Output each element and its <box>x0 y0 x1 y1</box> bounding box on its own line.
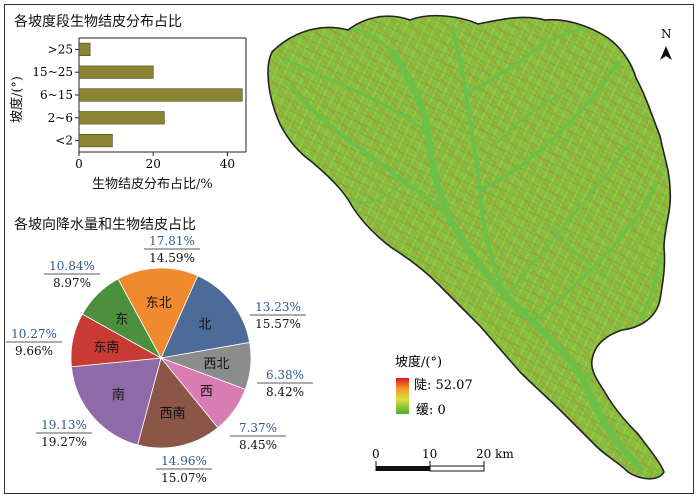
bar-category-label: <2 <box>55 134 73 148</box>
pie-slice-label: 东北 <box>146 296 172 311</box>
pie-annotation-top: 10.27% <box>11 327 57 341</box>
pie-annotation-top: 6.38% <box>266 368 304 382</box>
bar-x-tick-label: 20 <box>146 157 161 171</box>
pie-chart-title: 各坡向降水量和生物结皮占比 <box>14 217 196 233</box>
pie-slice-0 <box>160 275 251 359</box>
bar-1 <box>78 65 154 79</box>
legend-title: 坡度/(°) <box>395 354 442 370</box>
legend-low-label: 缓: 0 <box>416 403 446 418</box>
pie-slice-label: 东南 <box>93 340 119 356</box>
scale-label-10: 10 <box>422 447 437 461</box>
north-label: N <box>661 27 672 41</box>
pie-annotation-top: 7.37% <box>239 421 277 435</box>
pie-slice-label: 西 <box>200 384 213 399</box>
pie-slice-label: 南 <box>112 387 125 403</box>
pie-annotation-top: 10.84% <box>49 259 95 273</box>
north-arrow-icon <box>660 46 672 60</box>
bar-chart: >25 15~25 6~15 2~6 <2 0 20 40 <box>32 37 247 171</box>
pie-annotation-top: 14.96% <box>161 454 207 468</box>
pie-annotation-bottom: 15.07% <box>161 471 207 485</box>
pie-annotation-top: 17.81% <box>149 234 195 248</box>
pie-slice-label: 北 <box>198 318 211 333</box>
legend-high-label: 陡: 52.07 <box>414 378 473 393</box>
pie-annotation-bottom: 8.45% <box>239 438 277 452</box>
bar-category-label: >25 <box>48 42 73 56</box>
pie-slice-label: 东 <box>115 312 128 327</box>
pie-annotation-top: 19.13% <box>41 418 87 432</box>
pie-annotation-bottom: 8.42% <box>266 385 304 399</box>
bar-x-tick-label: 0 <box>75 157 83 171</box>
bar-category-label: 6~15 <box>40 88 73 102</box>
pie-slice-7 <box>117 267 199 359</box>
bar-category-label: 2~6 <box>48 111 73 125</box>
pie-slice-label: 西北 <box>204 357 230 372</box>
drainage-network <box>280 26 662 472</box>
basin-slope-map: N 坡度/(°) 陡: 52.07 缓: 0 0 10 20 km <box>267 14 672 480</box>
pie-annotation-bottom: 9.66% <box>15 344 53 358</box>
bar-0 <box>78 42 91 56</box>
pie-annotation-bottom: 14.59% <box>149 251 195 265</box>
bar-4 <box>78 134 113 148</box>
bar-x-axis-label: 生物结皮分布占比/% <box>92 177 213 192</box>
bar-x-tick-label: 40 <box>220 157 235 171</box>
scale-label-0: 0 <box>372 447 380 461</box>
pie-slice-3 <box>137 357 219 449</box>
legend-color-ramp <box>396 378 409 414</box>
bar-2 <box>78 88 243 102</box>
pie-annotation-bottom: 15.57% <box>255 317 301 331</box>
pie-annotation-top: 13.23% <box>255 300 301 314</box>
bar-category-label: 15~25 <box>32 65 73 79</box>
pie-annotation-bottom: 8.97% <box>53 276 91 290</box>
pie-slice-4 <box>70 357 162 446</box>
bar-3 <box>78 111 165 125</box>
figure-frame <box>4 4 694 494</box>
pie-annotation-bottom: 19.27% <box>41 435 87 449</box>
bar-chart-title: 各坡度段生物结皮分布占比 <box>14 14 182 30</box>
pie-slice-label: 西南 <box>160 406 186 422</box>
scale-bar <box>375 461 485 472</box>
scale-label-20: 20 km <box>476 447 514 461</box>
